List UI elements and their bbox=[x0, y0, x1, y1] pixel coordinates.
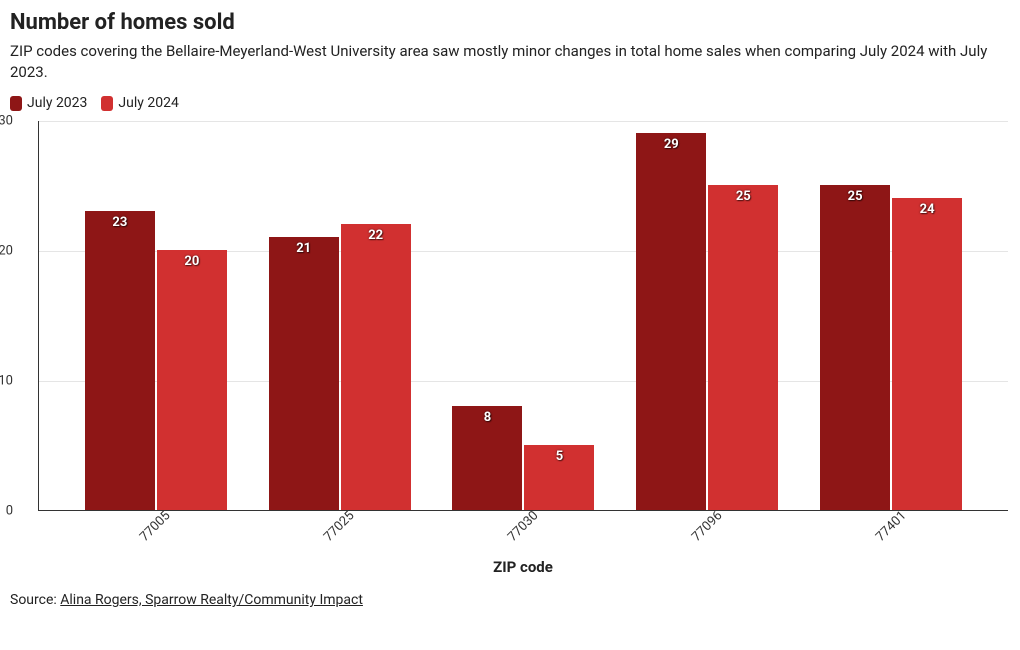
bar-value-label: 21 bbox=[296, 241, 311, 256]
bar-value-label: 22 bbox=[368, 228, 383, 243]
source-prefix: Source: bbox=[10, 592, 60, 608]
bar-value-label: 25 bbox=[736, 189, 751, 204]
legend-item-1: July 2024 bbox=[101, 95, 178, 111]
y-tick-label: 0 bbox=[6, 504, 13, 519]
bar: 21 bbox=[269, 237, 339, 510]
bar-value-label: 8 bbox=[484, 410, 491, 425]
x-tick-label: 77005 bbox=[83, 519, 228, 534]
bar: 20 bbox=[157, 250, 227, 510]
source-link[interactable]: Alina Rogers, Sparrow Realty/Community I… bbox=[60, 592, 363, 608]
legend-label-0: July 2023 bbox=[27, 95, 87, 111]
x-axis-title: ZIP code bbox=[38, 558, 1008, 576]
bar-group: 29 25 bbox=[635, 133, 780, 510]
bars-container: 232021228529252524 bbox=[39, 121, 1008, 510]
bar: 23 bbox=[85, 211, 155, 510]
bar-value-label: 5 bbox=[556, 449, 563, 464]
bar-group: 85 bbox=[451, 406, 596, 510]
bar: 24 bbox=[892, 198, 962, 510]
x-tick-label: 77096 bbox=[635, 519, 780, 534]
bar: 25 bbox=[820, 185, 890, 510]
bar-value-label: 25 bbox=[848, 189, 863, 204]
bar: 8 bbox=[452, 406, 522, 510]
x-tick-label: 77401 bbox=[819, 519, 964, 534]
bar: 5 bbox=[524, 445, 594, 510]
chart-subtitle: ZIP codes covering the Bellaire-Meyerlan… bbox=[10, 41, 1000, 83]
legend-item-0: July 2023 bbox=[10, 95, 87, 111]
y-tick-label: 10 bbox=[0, 374, 13, 389]
chart-plot-area: 0102030 232021228529252524 7700577025770… bbox=[38, 121, 1010, 576]
bar: 29 bbox=[636, 133, 706, 510]
bar-group: 23 20 bbox=[83, 211, 228, 510]
x-tick-label: 77030 bbox=[451, 519, 596, 534]
bar-value-label: 20 bbox=[184, 254, 199, 269]
source-line: Source: Alina Rogers, Sparrow Realty/Com… bbox=[10, 592, 1010, 608]
bar-value-label: 29 bbox=[664, 137, 679, 152]
bar: 22 bbox=[341, 224, 411, 510]
legend-swatch-0 bbox=[10, 96, 22, 111]
bar-group: 25 24 bbox=[819, 185, 964, 510]
bar: 25 bbox=[708, 185, 778, 510]
bar-value-label: 24 bbox=[920, 202, 935, 217]
legend: July 2023 July 2024 bbox=[10, 95, 1010, 111]
plot: 0102030 232021228529252524 bbox=[38, 121, 1008, 511]
y-tick-label: 30 bbox=[0, 114, 13, 129]
bar-group: 21 22 bbox=[267, 224, 412, 510]
x-axis-labels: 77005 77025 77030 77096 77401 bbox=[38, 511, 1008, 534]
legend-label-1: July 2024 bbox=[118, 95, 178, 111]
y-tick-label: 20 bbox=[0, 244, 13, 259]
chart-title: Number of homes sold bbox=[10, 10, 1010, 35]
bar-value-label: 23 bbox=[112, 215, 127, 230]
legend-swatch-1 bbox=[101, 96, 113, 111]
x-tick-label: 77025 bbox=[267, 519, 412, 534]
